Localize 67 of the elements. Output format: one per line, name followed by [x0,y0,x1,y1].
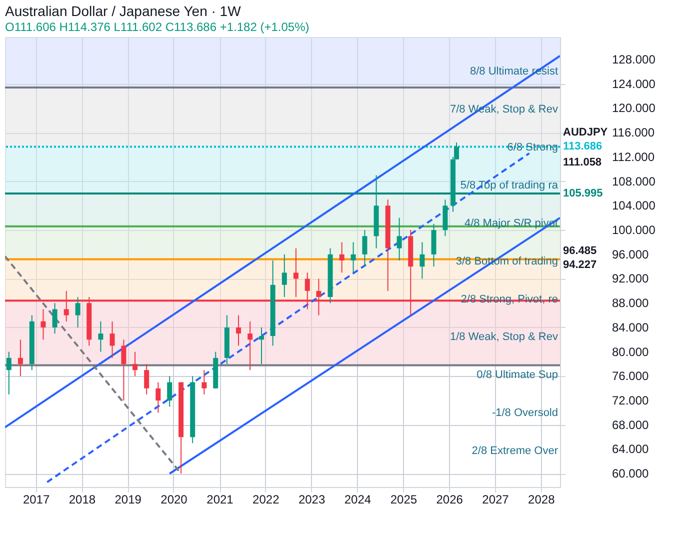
candlestick [121,339,126,402]
annotation: 5/8 Top of trading ra [460,179,559,192]
candlestick [144,363,150,395]
candlestick [420,242,425,280]
y-tick-label: 96.000 [612,247,650,262]
candlestick [282,254,287,298]
ref-line-label: 105.995 [563,188,603,200]
y-tick-label: 72.000 [612,394,650,408]
x-tick-label: 2021 [206,492,234,506]
chart-subtitle: O111.606 H114.376 L111.602 C113.686 +1.182 (+1.05%) [5,20,310,34]
candlestick [18,339,23,377]
x-tick-label: 2020 [160,492,188,506]
y-tick-label: 128.000 [612,52,656,67]
chart-title: Australian Dollar / Japanese Yen · 1W [5,3,242,19]
annotation: 94.227 [563,259,597,272]
x-tick-label: 2017 [22,492,50,506]
candlestick [350,242,356,274]
x-tick-label: 2026 [436,492,464,506]
y-tick-label: 64.000 [612,442,650,456]
y-tick-label: 108.000 [612,174,656,188]
candlestick [40,308,46,340]
x-tick-label: 2019 [114,492,142,506]
candlestick [202,370,207,395]
annotation: 2/8 Extreme Over [472,445,558,457]
candlestick [75,296,80,328]
candlestick [293,248,298,298]
x-tick-label: 2024 [344,492,372,506]
annotation: 0/8 Ultimate Sup [476,369,558,382]
y-tick-label: 124.000 [612,76,656,91]
y-tick-label: 120.000 [612,101,656,116]
candlestick [167,376,172,408]
annotation: 6/8 Strong [507,142,558,154]
y-tick-label: 80.000 [612,344,650,359]
x-tick-label: 2023 [298,492,326,506]
annotation: -1/8 Oversold [492,407,558,420]
candlestick [132,351,138,377]
x-tick-label: 2025 [390,492,418,506]
y-tick-label: 68.000 [612,418,650,432]
candlestick [52,302,58,334]
y-tick-label: 100.000 [612,223,656,238]
candlestick [396,217,402,261]
candlestick [6,351,12,395]
ref-line-label: 113.686 [563,140,602,153]
annotation: 96.485 [563,245,597,258]
x-tick-label: 2027 [482,492,510,506]
candlestick [98,320,104,352]
y-tick-label: 116.000 [612,126,655,140]
y-tick-label: 88.000 [612,296,650,310]
x-tick-label: 2022 [252,492,280,506]
y-tick-label: 92.000 [612,272,650,286]
y-tick-label: 76.000 [612,369,650,384]
candlestick [236,314,241,346]
candlestick [248,320,253,371]
annotation: 111.058 [563,156,602,169]
candlestick [259,326,264,364]
candlestick [339,242,344,274]
y-tick-label: 84.000 [612,320,650,334]
y-tick-label: 112.000 [612,150,655,164]
x-tick-label: 2018 [68,492,96,506]
annotation: AUDJPY [563,126,608,139]
annotation: 1/8 Weak, Stop & Rev [450,331,558,344]
candlestick [110,320,115,358]
candlestick [362,230,368,268]
y-tick-label: 60.000 [612,466,650,481]
x-tick-label: 2028 [528,492,556,506]
candlestick [156,382,161,414]
y-tick-label: 104.000 [612,198,656,213]
